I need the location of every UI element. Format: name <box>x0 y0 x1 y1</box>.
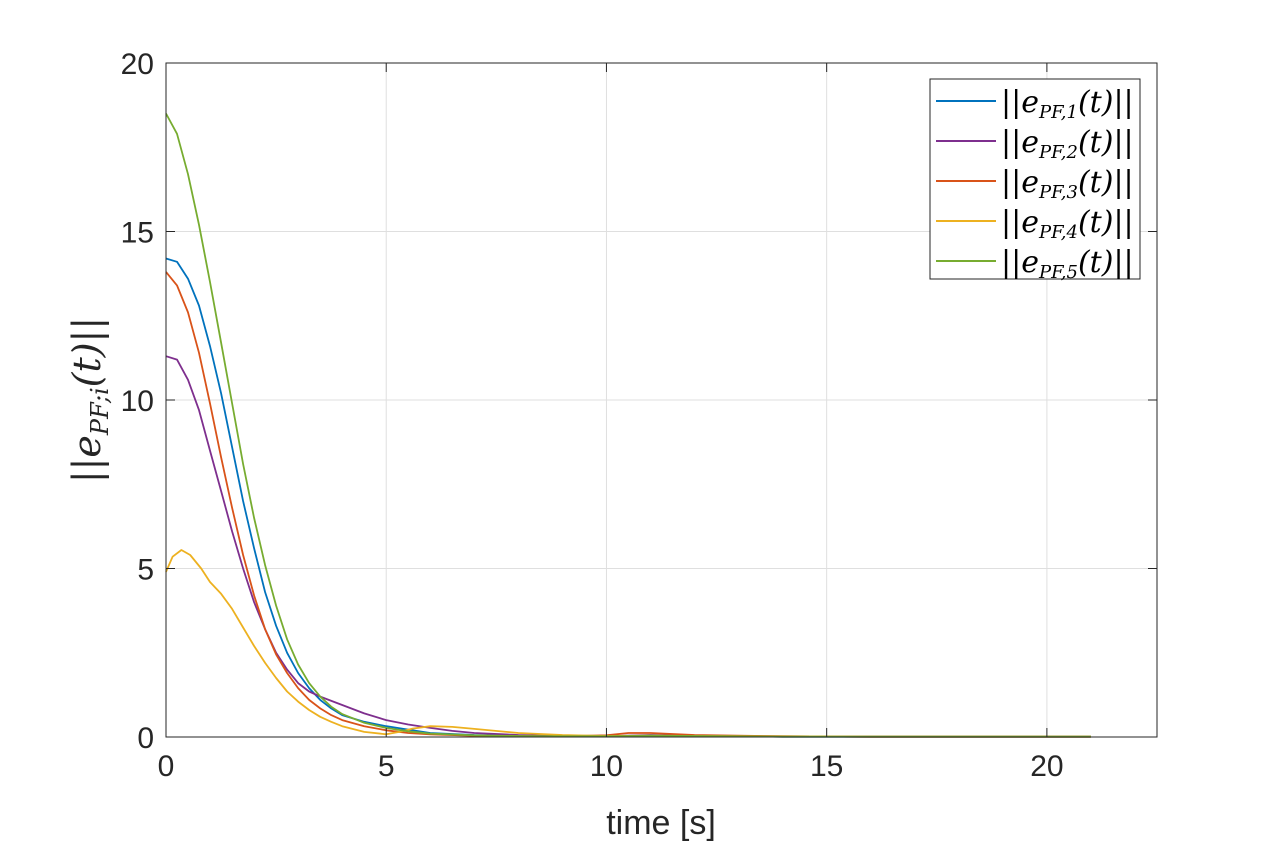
y-tick-label: 15 <box>121 217 154 250</box>
x-axis-label: time [s] <box>606 804 716 842</box>
x-tick-label: 0 <box>158 750 175 783</box>
y-axis-label-base: e <box>65 435 109 458</box>
y-tick-label: 0 <box>137 722 154 755</box>
ticks <box>165 62 1157 738</box>
y-tick-label: 5 <box>137 554 154 587</box>
y-axis-label-bars-left: || <box>65 458 109 484</box>
y-axis-label-subscript: PF;i <box>86 387 114 436</box>
series-line-3 <box>165 271 1091 738</box>
series-layer <box>165 113 1091 738</box>
legend-label-1: ||ePF,1(t)|| <box>1001 85 1134 123</box>
x-tick-label: 20 <box>1030 750 1063 783</box>
legend-label-5: ||ePF,5(t)|| <box>1001 245 1134 283</box>
svg-text:||ePF;i(t)||: ||ePF;i(t)|| <box>65 317 114 483</box>
x-tick-label: 15 <box>810 750 843 783</box>
legend-box <box>929 78 1141 280</box>
y-tick-label: 10 <box>121 385 154 418</box>
legend-label-3: ||ePF,3(t)|| <box>1001 165 1134 203</box>
legend-label-4: ||ePF,4(t)|| <box>1001 205 1134 243</box>
y-tick-label: 20 <box>121 48 154 81</box>
y-axis-label: ||ePF;i(t)|| <box>65 317 114 483</box>
x-tick-label: 5 <box>378 750 395 783</box>
legend: ||ePF,1(t)||||ePF,2(t)||||ePF,3(t)||||eP… <box>929 78 1141 283</box>
x-tick-label: 10 <box>590 750 623 783</box>
y-axis-label-bars-right: || <box>65 317 109 343</box>
series-line-5 <box>165 113 1091 738</box>
y-axis-label-paren: (t) <box>65 342 109 387</box>
legend-label-2: ||ePF,2(t)|| <box>1001 125 1134 163</box>
tick-labels: 0 5 10 15 20 0 5 10 15 20 <box>121 48 1064 783</box>
